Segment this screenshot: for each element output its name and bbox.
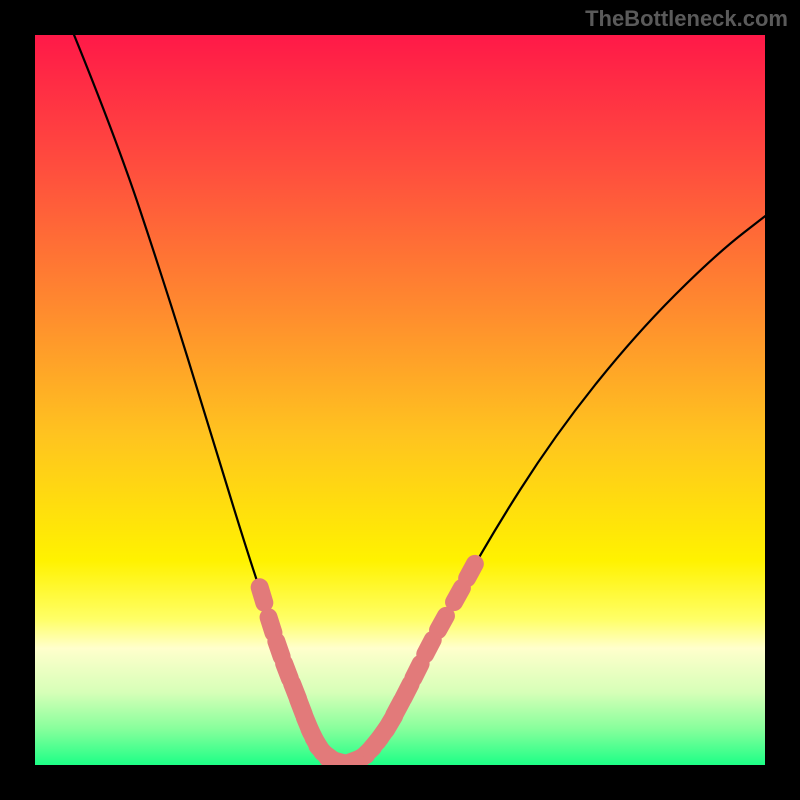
watermark: TheBottleneck.com (585, 6, 788, 32)
marker-pill (467, 564, 475, 578)
marker-pill (438, 616, 446, 630)
marker-layer (35, 35, 765, 765)
marker-pill (260, 587, 265, 603)
marker-pill (276, 641, 281, 656)
marker-pill (454, 588, 462, 602)
marker-group (260, 564, 475, 765)
watermark-text: TheBottleneck.com (585, 6, 788, 31)
plot-area (35, 35, 765, 765)
marker-pill (425, 640, 432, 654)
marker-pill (413, 664, 420, 678)
marker-pill (269, 617, 274, 632)
